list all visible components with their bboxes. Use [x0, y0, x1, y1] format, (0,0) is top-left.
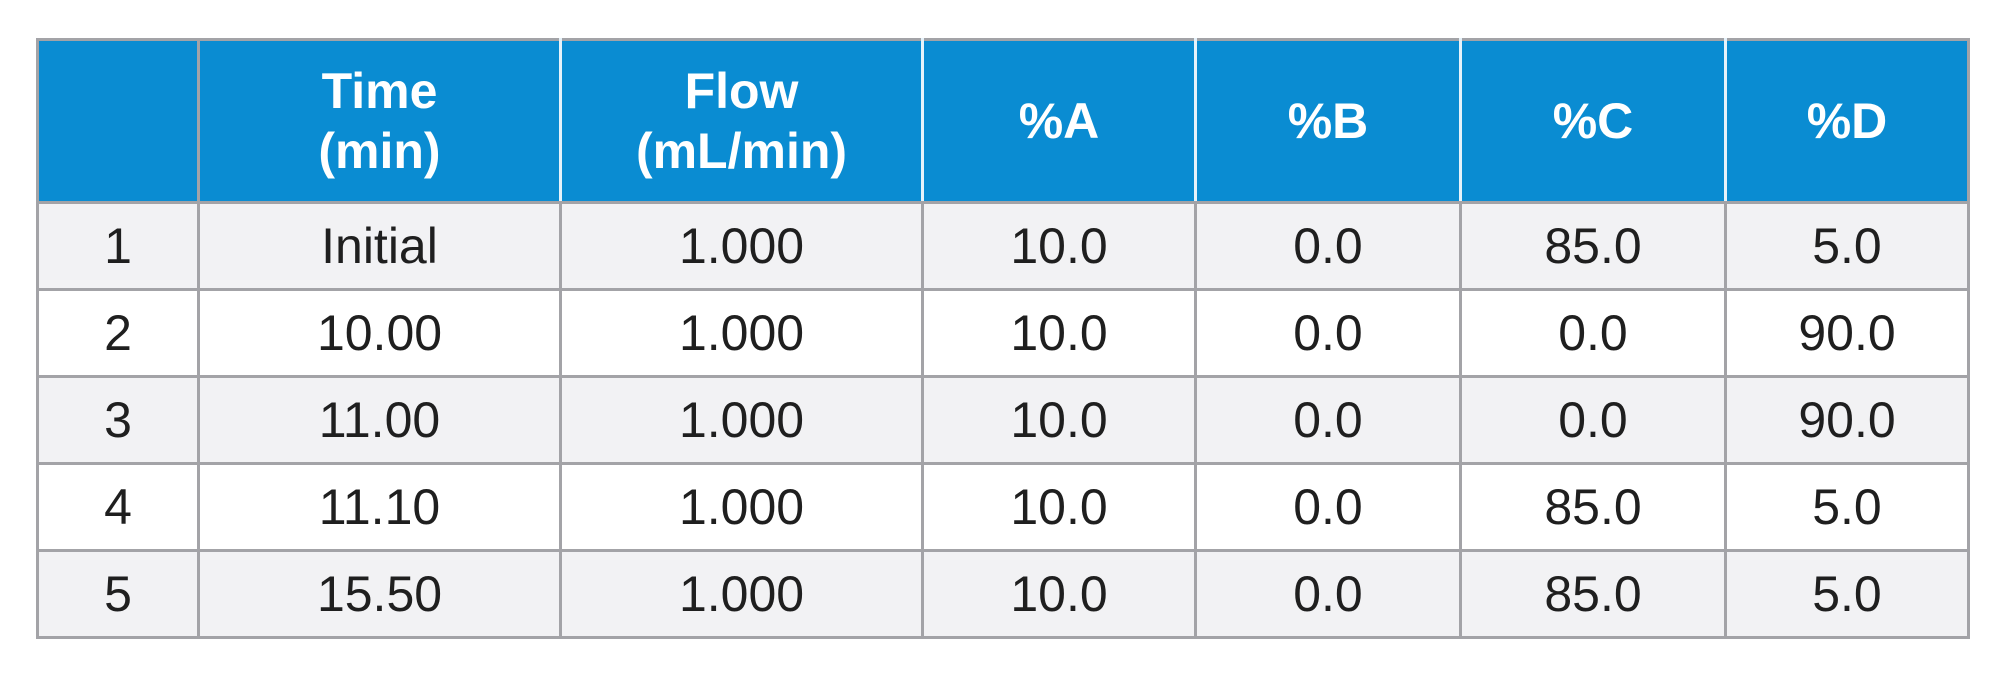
cell-percent-a: 10.0: [921, 549, 1197, 639]
cell-percent-c: 85.0: [1459, 462, 1727, 552]
table-row: 4 11.10 1.000 10.0 0.0 85.0 5.0: [36, 462, 1970, 552]
cell-time: 11.00: [197, 375, 562, 465]
header-percent-c: %C: [1459, 38, 1727, 204]
header-percent-d-label: %D: [1806, 93, 1888, 149]
gradient-table: Time (min) Flow (mL/min) %A %B %C %D: [36, 38, 1970, 639]
header-flow-line1: Flow: [684, 63, 799, 119]
cell-percent-c: 0.0: [1459, 288, 1727, 378]
gradient-table-container: Time (min) Flow (mL/min) %A %B %C %D: [36, 38, 1970, 639]
table-row: 3 11.00 1.000 10.0 0.0 0.0 90.0: [36, 375, 1970, 465]
table-header: Time (min) Flow (mL/min) %A %B %C %D: [36, 38, 1970, 204]
cell-percent-d: 5.0: [1724, 549, 1970, 639]
cell-percent-b: 0.0: [1194, 201, 1462, 291]
cell-percent-b: 0.0: [1194, 549, 1462, 639]
table-row: 1 Initial 1.000 10.0 0.0 85.0 5.0: [36, 201, 1970, 291]
cell-step: 4: [36, 462, 200, 552]
cell-flow: 1.000: [559, 462, 924, 552]
cell-percent-d: 5.0: [1724, 201, 1970, 291]
cell-percent-a: 10.0: [921, 462, 1197, 552]
cell-step: 2: [36, 288, 200, 378]
header-row: Time (min) Flow (mL/min) %A %B %C %D: [36, 38, 1970, 204]
header-percent-b: %B: [1194, 38, 1462, 204]
cell-time: 15.50: [197, 549, 562, 639]
header-time: Time (min): [197, 38, 562, 204]
cell-percent-c: 85.0: [1459, 549, 1727, 639]
header-percent-a: %A: [921, 38, 1197, 204]
cell-percent-b: 0.0: [1194, 375, 1462, 465]
cell-percent-a: 10.0: [921, 288, 1197, 378]
cell-percent-a: 10.0: [921, 375, 1197, 465]
cell-flow: 1.000: [559, 375, 924, 465]
cell-time: 11.10: [197, 462, 562, 552]
header-flow: Flow (mL/min): [559, 38, 924, 204]
cell-percent-b: 0.0: [1194, 462, 1462, 552]
header-percent-b-label: %B: [1287, 93, 1369, 149]
cell-time: 10.00: [197, 288, 562, 378]
cell-percent-d: 5.0: [1724, 462, 1970, 552]
table-body: 1 Initial 1.000 10.0 0.0 85.0 5.0 2 10.0…: [36, 201, 1970, 639]
cell-percent-b: 0.0: [1194, 288, 1462, 378]
header-time-line2: (min): [318, 123, 441, 179]
header-percent-c-label: %C: [1552, 93, 1634, 149]
cell-flow: 1.000: [559, 288, 924, 378]
cell-percent-c: 0.0: [1459, 375, 1727, 465]
cell-flow: 1.000: [559, 549, 924, 639]
cell-percent-d: 90.0: [1724, 288, 1970, 378]
header-flow-line2: (mL/min): [635, 123, 848, 179]
cell-step: 1: [36, 201, 200, 291]
cell-step: 5: [36, 549, 200, 639]
cell-step: 3: [36, 375, 200, 465]
header-percent-d: %D: [1724, 38, 1970, 204]
cell-percent-d: 90.0: [1724, 375, 1970, 465]
cell-percent-a: 10.0: [921, 201, 1197, 291]
cell-percent-c: 85.0: [1459, 201, 1727, 291]
table-row: 5 15.50 1.000 10.0 0.0 85.0 5.0: [36, 549, 1970, 639]
cell-flow: 1.000: [559, 201, 924, 291]
cell-time: Initial: [197, 201, 562, 291]
table-row: 2 10.00 1.000 10.0 0.0 0.0 90.0: [36, 288, 1970, 378]
header-step: [36, 38, 200, 204]
header-percent-a-label: %A: [1018, 93, 1100, 149]
header-time-line1: Time: [321, 63, 438, 119]
